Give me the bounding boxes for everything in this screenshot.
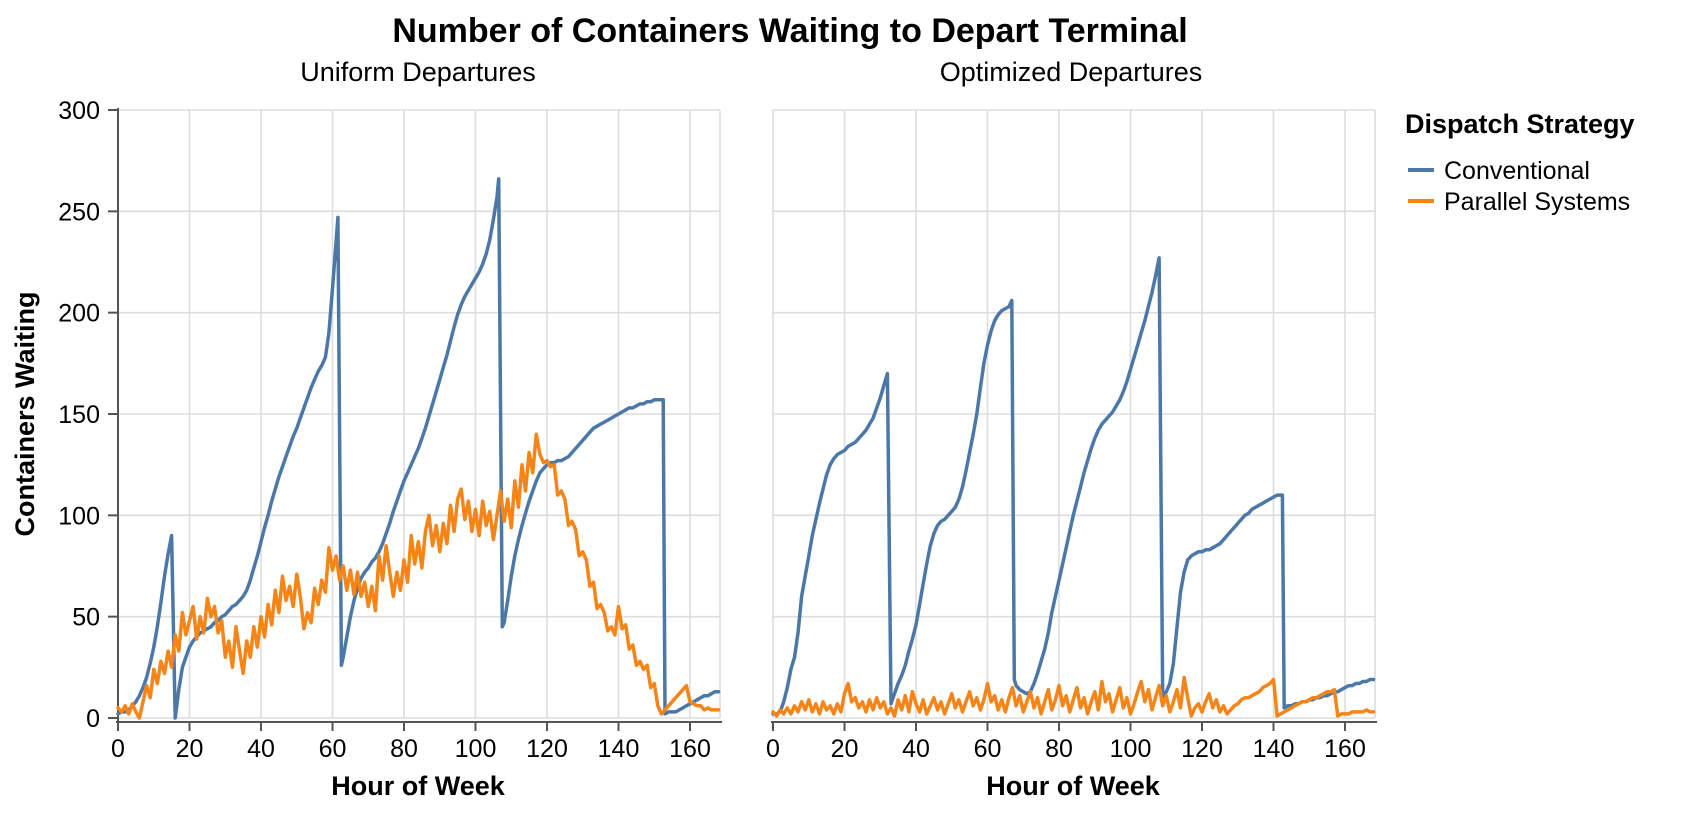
y-tick-label: 250	[58, 198, 100, 226]
legend-label-parallel: Parallel Systems	[1444, 188, 1630, 216]
y-tick-label: 0	[86, 705, 100, 733]
facet-title-optimized: Optimized Departures	[940, 57, 1203, 87]
y-tick-label: 50	[72, 604, 100, 632]
series-line-conventional	[116, 177, 721, 720]
x-tick-label: 80	[1045, 735, 1073, 763]
facet-title-uniform: Uniform Departures	[300, 57, 536, 87]
x-tick-label: 100	[1110, 735, 1152, 763]
x-tick-label: 20	[176, 735, 204, 763]
x-tick-label: 100	[455, 735, 497, 763]
x-tick-label: 60	[319, 735, 347, 763]
x-tick-label: 140	[1253, 735, 1295, 763]
gridline-layer	[117, 109, 1376, 719]
x-tick-label: 60	[974, 735, 1002, 763]
x-tick-label: 80	[390, 735, 418, 763]
y-tick-label: 200	[58, 300, 100, 328]
legend-title: Dispatch Strategy	[1405, 109, 1635, 139]
y-tick-label: 150	[58, 401, 100, 429]
x-tick-label: 40	[247, 735, 275, 763]
x-axis-title-right: Hour of Week	[986, 771, 1161, 801]
x-tick-label: 120	[526, 735, 568, 763]
x-axis-title-left: Hour of Week	[331, 771, 506, 801]
x-tick-label: 160	[1324, 735, 1366, 763]
y-tick-label: 300	[58, 97, 100, 125]
series-line-parallel-systems	[771, 675, 1376, 718]
x-tick-label: 140	[598, 735, 640, 763]
x-tick-label: 40	[902, 735, 930, 763]
legend-label-conventional: Conventional	[1444, 157, 1590, 185]
x-tick-label: 0	[766, 735, 780, 763]
legend: Dispatch Strategy Conventional Parallel …	[1405, 109, 1635, 216]
x-tick-label: 120	[1181, 735, 1223, 763]
x-tick-label: 20	[831, 735, 859, 763]
series-layer	[116, 177, 1376, 720]
series-line-parallel-systems	[116, 432, 721, 720]
series-line-conventional	[771, 256, 1376, 716]
axis-layer: 0 20 40 60 80 100 120 140 160 0 20 40 60 80 100 120 140 1…	[58, 97, 1378, 763]
y-tick-label: 100	[58, 502, 100, 530]
x-tick-label: 0	[111, 735, 125, 763]
y-axis-title: Containers Waiting	[10, 291, 40, 536]
chart-title: Number of Containers Waiting to Depart T…	[392, 12, 1187, 50]
x-tick-label: 160	[669, 735, 711, 763]
